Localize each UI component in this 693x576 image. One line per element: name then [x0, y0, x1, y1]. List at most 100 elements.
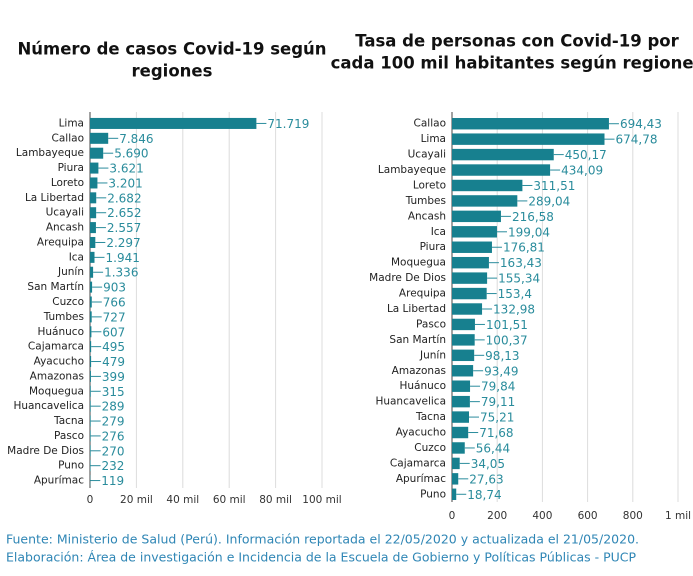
bar: [452, 272, 488, 284]
bar: [90, 266, 94, 278]
category-label: Amazonas: [392, 365, 446, 377]
bar: [90, 207, 97, 219]
bar: [90, 236, 96, 248]
value-label: 100,37: [486, 333, 528, 347]
value-label: 18,74: [467, 488, 501, 502]
x-tick-label: 600: [578, 510, 598, 522]
category-label: Ancash: [408, 210, 446, 222]
bar: [90, 147, 104, 159]
chart-title: regiones: [132, 62, 213, 81]
category-label: Puno: [420, 488, 446, 500]
value-label: 674,78: [616, 133, 658, 147]
category-label: Callao: [52, 132, 84, 144]
bar: [452, 164, 551, 176]
value-label: 903: [103, 281, 126, 295]
value-label: 1.336: [104, 266, 138, 280]
category-label: Ayacucho: [396, 427, 446, 439]
category-label: Junín: [419, 349, 446, 361]
category-label: La Libertad: [25, 192, 84, 204]
bar: [452, 210, 501, 223]
bar: [452, 380, 471, 392]
category-label: Huánuco: [400, 380, 447, 392]
value-label: 153,4: [498, 287, 532, 301]
chart-title: cada 100 mil habitantes según regiones: [331, 54, 693, 73]
value-label: 163,43: [500, 256, 542, 270]
bar: [90, 251, 95, 263]
bar: [452, 226, 497, 238]
category-label: Piura: [420, 241, 446, 253]
bar: [90, 311, 92, 323]
bar: [452, 179, 523, 192]
value-label: 270: [102, 444, 125, 458]
footer-line: Elaboración: Área de investigación e Inc…: [6, 550, 637, 565]
bar: [90, 460, 91, 472]
chart-title: Número de casos Covid-19 según: [17, 40, 326, 59]
bar: [452, 426, 469, 439]
category-label: Junín: [57, 266, 84, 278]
value-label: 93,49: [484, 364, 518, 378]
x-tick-label: 400: [532, 510, 552, 522]
value-label: 71,68: [479, 426, 513, 440]
bar: [452, 334, 475, 346]
x-tick-label: 0: [87, 494, 94, 506]
x-tick-label: 100 mil: [302, 494, 341, 506]
category-label: Loreto: [413, 179, 446, 191]
bar: [90, 222, 96, 234]
bar: [90, 341, 92, 353]
category-label: Ucayali: [46, 207, 84, 219]
x-tick-label: 60 mil: [213, 494, 246, 506]
category-label: Madre De Dios: [7, 445, 84, 457]
bar: [452, 349, 475, 362]
bar: [452, 442, 465, 454]
category-label: Ayacucho: [34, 356, 84, 368]
category-label: Cajamarca: [28, 341, 84, 353]
bar: [90, 445, 91, 457]
x-tick-label: 200: [487, 510, 507, 522]
value-label: 479: [102, 355, 125, 369]
category-label: Lambayeque: [16, 147, 84, 159]
bar: [90, 117, 257, 129]
value-label: 2.682: [107, 191, 141, 205]
bar: [90, 326, 92, 338]
category-label: San Martín: [27, 281, 84, 293]
value-label: 101,51: [486, 318, 528, 332]
value-label: 27,63: [469, 472, 503, 486]
bar: [90, 177, 98, 189]
category-label: Ica: [431, 226, 446, 238]
bar: [452, 118, 609, 130]
value-label: 75,21: [480, 411, 514, 425]
category-label: Piura: [58, 162, 84, 174]
value-label: 2.297: [106, 236, 140, 250]
value-label: 694,43: [620, 117, 662, 131]
x-tick-label: 40 mil: [166, 494, 199, 506]
category-label: Tumbes: [405, 195, 446, 207]
category-label: Lambayeque: [378, 164, 446, 176]
bar: [452, 488, 457, 500]
value-label: 766: [103, 296, 126, 310]
bar: [90, 281, 93, 293]
value-label: 2.557: [107, 221, 141, 235]
chart-title: Tasa de personas con Covid-19 por: [355, 32, 679, 51]
value-label: 495: [102, 340, 125, 354]
value-label: 311,51: [533, 179, 575, 193]
bar: [90, 370, 91, 382]
value-label: 434,09: [561, 164, 603, 178]
value-label: 176,81: [503, 241, 545, 255]
value-label: 119: [101, 474, 124, 488]
category-label: Loreto: [51, 177, 84, 189]
category-label: Lima: [59, 117, 84, 129]
category-label: Moquegua: [391, 257, 446, 269]
category-label: Huancavelica: [13, 400, 84, 412]
bar: [452, 195, 518, 207]
category-label: Apurímac: [396, 473, 446, 485]
bar: [90, 415, 91, 427]
category-label: Apurímac: [34, 475, 84, 487]
category-label: Tacna: [53, 415, 84, 427]
category-label: Moquegua: [29, 385, 84, 397]
value-label: 450,17: [565, 148, 607, 162]
bar: [452, 395, 470, 408]
bar: [452, 241, 492, 253]
bar: [452, 287, 487, 300]
bar: [452, 473, 459, 485]
